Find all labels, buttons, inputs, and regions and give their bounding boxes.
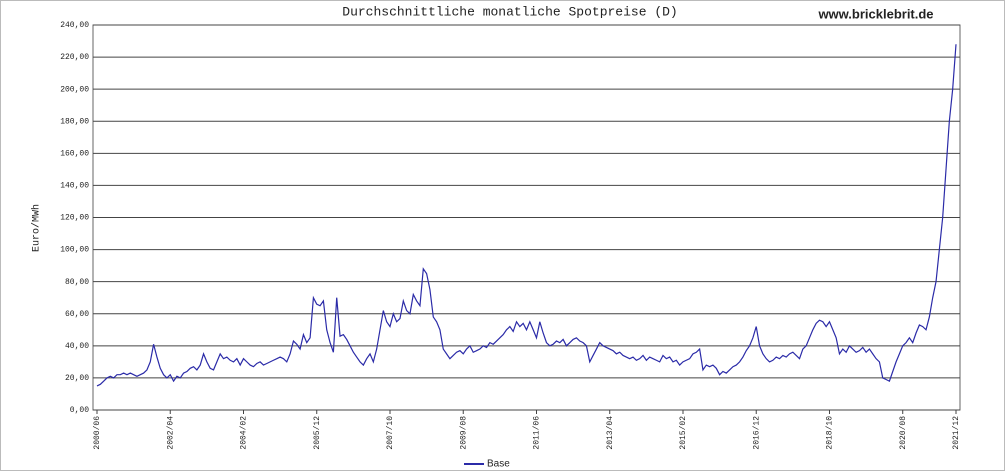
x-tick-label: 2018/10 xyxy=(826,416,835,450)
y-tick-label: 60,00 xyxy=(65,310,89,319)
x-tick-label: 2002/04 xyxy=(166,416,175,450)
y-tick-label: 220,00 xyxy=(60,53,89,62)
x-tick-label: 2013/04 xyxy=(606,416,615,450)
y-tick-label: 100,00 xyxy=(60,246,89,255)
watermark: www.bricklebrit.de xyxy=(817,6,933,21)
x-tick-label: 2021/12 xyxy=(952,416,961,450)
x-tick-label: 2004/02 xyxy=(240,416,249,450)
y-tick-label: 80,00 xyxy=(65,278,89,287)
chart-title: Durchschnittliche monatliche Spotpreise … xyxy=(342,4,677,19)
y-tick-label: 200,00 xyxy=(60,85,89,94)
x-tick-label: 2016/12 xyxy=(752,416,761,450)
y-tick-label: 20,00 xyxy=(65,374,89,383)
y-tick-label: 0,00 xyxy=(70,406,89,415)
x-tick-label: 2015/02 xyxy=(679,416,688,450)
x-tick-label: 2009/08 xyxy=(459,416,468,450)
line-series xyxy=(96,44,957,387)
x-tick-label: 2011/06 xyxy=(533,416,542,450)
x-tick-label: 2007/10 xyxy=(386,416,395,450)
legend-label: Base xyxy=(487,459,510,470)
y-tick-label: 240,00 xyxy=(60,21,89,30)
x-tick-label: 2000/06 xyxy=(93,416,102,450)
y-axis-label: Euro/MWh xyxy=(31,204,43,252)
y-tick-label: 140,00 xyxy=(60,182,89,191)
x-tick-label: 2005/12 xyxy=(313,416,322,450)
x-tick-label: 2020/08 xyxy=(899,416,908,450)
y-tick-label: 40,00 xyxy=(65,342,89,351)
y-tick-label: 180,00 xyxy=(60,117,89,126)
y-tick-label: 160,00 xyxy=(60,149,89,158)
y-tick-label: 120,00 xyxy=(60,214,89,223)
